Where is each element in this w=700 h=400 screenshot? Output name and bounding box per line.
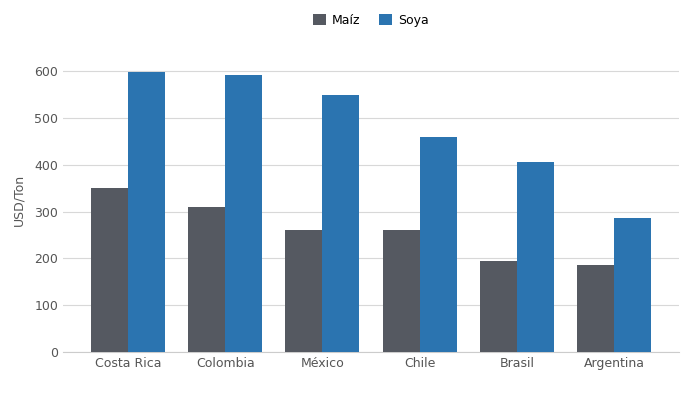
Bar (128, 72, 165, 352)
Bar (517, 162, 554, 352)
Bar (225, 75, 262, 352)
Bar (577, 264, 614, 352)
Bar (286, 230, 323, 352)
Bar (614, 218, 651, 352)
Bar (188, 207, 225, 352)
Bar (91, 188, 128, 352)
Bar (419, 137, 456, 352)
Y-axis label: USD/Ton: USD/Ton (13, 174, 26, 226)
Legend: Maíz, Soya: Maíz, Soya (308, 9, 434, 32)
Bar (323, 95, 359, 352)
Bar (383, 230, 419, 352)
Bar (480, 261, 517, 352)
